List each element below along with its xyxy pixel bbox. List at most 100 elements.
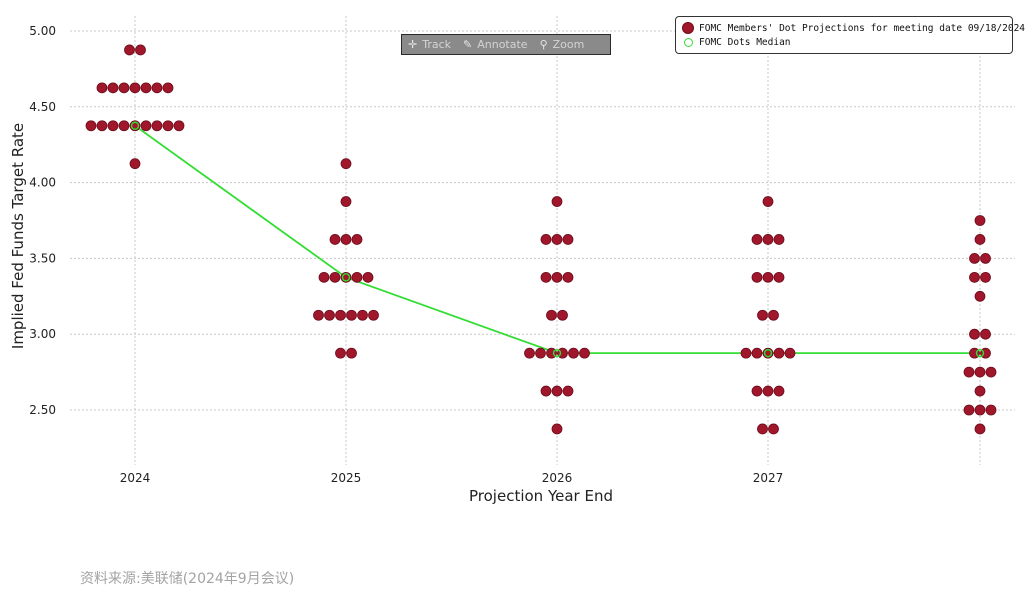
projection-dot (974, 423, 986, 435)
legend-entry-dots[interactable]: FOMC Members' Dot Projections for meetin… (682, 21, 1025, 35)
x-tick-label: 2025 (331, 471, 362, 485)
projection-dot (963, 366, 975, 378)
projection-dot (751, 347, 763, 359)
median-marker-series (130, 121, 985, 358)
projection-dot (96, 82, 108, 94)
projection-dot (974, 385, 986, 397)
projection-dot (974, 366, 986, 378)
projection-dot (540, 271, 552, 283)
y-tick-label: 3.00 (29, 327, 56, 341)
crosshair-icon: ✛ (408, 38, 418, 51)
projection-dot (551, 423, 563, 435)
projection-dot (551, 196, 563, 207)
projection-dot (107, 120, 119, 132)
projection-dot (751, 385, 763, 397)
projection-dot (562, 234, 574, 245)
projection-dot (985, 404, 997, 416)
projection-dot (980, 271, 991, 283)
projection-dot (762, 385, 774, 397)
x-tick-label: 2026 (542, 471, 573, 485)
projection-dot (118, 82, 130, 94)
projection-dot (135, 44, 146, 56)
legend-entry-median[interactable]: FOMC Dots Median (682, 35, 1006, 49)
projection-dot (562, 271, 574, 283)
y-axis-ticks: 2.50 3.00 3.50 4.00 4.50 5.00 (29, 24, 56, 417)
pencil-icon: ✎ (463, 38, 473, 51)
projection-dot (340, 196, 352, 207)
y-tick-label: 4.00 (29, 176, 56, 190)
projection-dot (980, 328, 991, 340)
chart-toolbar: ✛ Track ✎ Annotate ⚲ Zoom (401, 34, 611, 55)
projection-dot (329, 271, 341, 283)
projection-dot (969, 252, 980, 264)
projection-dot (963, 404, 975, 416)
projection-dot (129, 82, 141, 94)
annotate-button[interactable]: ✎ Annotate (463, 38, 528, 51)
projection-dot (762, 271, 774, 283)
projection-dot (340, 158, 352, 170)
projection-dot (162, 82, 174, 94)
projection-dot (351, 271, 363, 283)
projection-dot (151, 120, 163, 132)
projection-dot (773, 385, 785, 397)
median-marker (341, 273, 351, 282)
chart-legend: FOMC Members' Dot Projections for meetin… (675, 16, 1025, 54)
projection-dot (162, 120, 174, 132)
dot-projection-series (85, 44, 997, 435)
source-note: 资料来源:美联储(2024年9月会议) (80, 571, 295, 587)
median-marker (763, 348, 773, 358)
projection-dot (762, 196, 774, 207)
projection-dot (974, 404, 986, 416)
projection-dot (118, 120, 130, 132)
projection-dot (140, 82, 152, 94)
magnifier-icon: ⚲ (539, 38, 548, 51)
y-tick-label: 3.50 (29, 251, 56, 265)
median-marker (130, 121, 140, 130)
projection-dot (551, 385, 563, 397)
red-dot-icon (682, 22, 694, 34)
projection-dot (85, 120, 97, 132)
projection-dot (980, 252, 991, 264)
projection-dot (784, 347, 796, 359)
projection-dot (313, 309, 324, 321)
projection-dot (773, 271, 785, 283)
projection-dot (335, 309, 346, 321)
projection-dot (773, 234, 785, 245)
legend-label-median: FOMC Dots Median (699, 36, 791, 48)
projection-dot (362, 271, 374, 283)
projection-dot (773, 347, 785, 359)
y-tick-label: 2.50 (29, 403, 56, 417)
median-line-series (134, 125, 980, 355)
projection-dot (985, 366, 997, 378)
median-marker (975, 348, 985, 358)
projection-dot (346, 347, 357, 359)
projection-dot (551, 234, 563, 245)
projection-dot (124, 44, 135, 56)
y-tick-label: 4.50 (29, 100, 56, 114)
y-tick-label: 5.00 (29, 24, 56, 38)
projection-dot (762, 234, 774, 245)
zoom-label: Zoom (552, 38, 585, 51)
legend-label-dots: FOMC Members' Dot Projections for meetin… (699, 22, 1026, 34)
projection-dot (340, 234, 352, 245)
zoom-button[interactable]: ⚲ Zoom (540, 38, 585, 51)
projection-dot (368, 309, 379, 321)
track-button[interactable]: ✛ Track (408, 38, 451, 51)
track-label: Track (422, 38, 452, 51)
projection-dot (757, 423, 768, 435)
projection-dot (524, 347, 535, 359)
projection-dot (579, 347, 590, 359)
projection-dot (751, 234, 763, 245)
x-axis-label: Projection Year End (469, 487, 613, 505)
projection-dot (96, 120, 108, 132)
median-marker (552, 348, 562, 358)
x-axis-ticks: 2024 2025 2026 2027 (120, 471, 784, 485)
projection-dot (346, 309, 357, 321)
projection-dot (151, 82, 163, 94)
projection-dot (969, 328, 980, 340)
projection-dot (351, 234, 363, 245)
projection-dot (335, 347, 346, 359)
green-ring-icon (683, 37, 693, 47)
projection-dot (751, 271, 763, 283)
projection-dot (551, 271, 563, 283)
